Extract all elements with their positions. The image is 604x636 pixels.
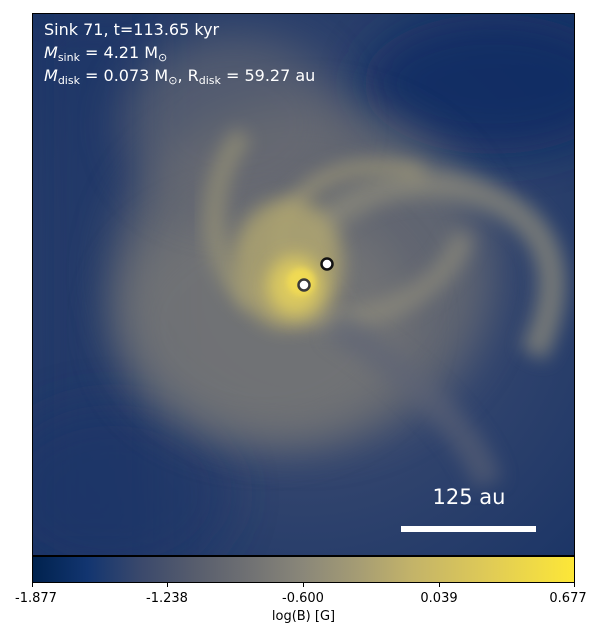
scalebar	[401, 526, 536, 532]
sink-particle-primary	[320, 257, 334, 271]
colorbar-tick	[167, 583, 168, 587]
sink-mass-label: Msink = 4.21 M⊙	[44, 43, 168, 64]
colorbar-tick-label: -1.238	[146, 591, 188, 606]
colorbar-tick-label: -1.877	[15, 591, 57, 606]
colorbar-tick-label: -0.600	[282, 591, 324, 606]
colorbar-tick	[32, 583, 33, 587]
colorbar-tick	[439, 583, 440, 587]
spiral-arm-outer	[282, 170, 566, 361]
colorbar-tick	[574, 583, 575, 587]
sink-particle-secondary	[297, 278, 311, 292]
field-map-image	[33, 14, 574, 555]
magnetic-field-map: Sink 71, t=113.65 kyr Msink = 4.21 M⊙ Md…	[32, 13, 575, 556]
colorbar-tick	[303, 583, 304, 587]
scalebar-label: 125 au	[432, 485, 506, 509]
colorbar-tick-label: 0.039	[420, 591, 458, 606]
sink-title: Sink 71, t=113.65 kyr	[44, 20, 220, 39]
colorbar-tick-label: 0.677	[549, 591, 587, 606]
colorbar	[32, 556, 575, 583]
colorbar-label: log(B) [G]	[271, 609, 336, 624]
disk-properties-label: Mdisk = 0.073 M⊙, Rdisk = 59.27 au	[44, 66, 316, 87]
